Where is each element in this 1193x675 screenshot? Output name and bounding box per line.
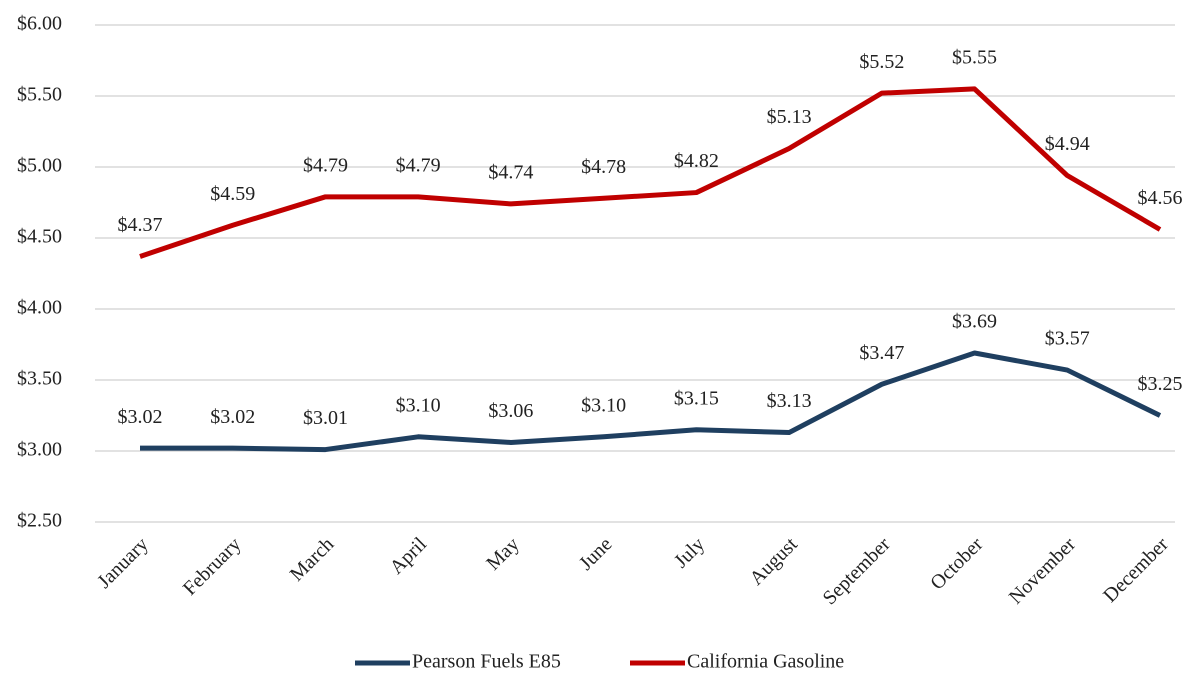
y-tick-label: $6.00 bbox=[17, 13, 62, 35]
data-label: $4.74 bbox=[488, 162, 533, 184]
data-label: $3.69 bbox=[952, 311, 997, 333]
y-tick-label: $3.00 bbox=[17, 439, 62, 461]
data-label: $4.79 bbox=[396, 154, 441, 176]
x-tick-label: April bbox=[386, 533, 432, 579]
x-tick-label: January bbox=[93, 533, 153, 593]
data-label: $5.55 bbox=[952, 46, 997, 68]
x-tick-label: September bbox=[819, 533, 895, 609]
x-tick-label: December bbox=[1099, 533, 1173, 607]
data-label: $3.15 bbox=[674, 387, 719, 409]
data-label: $3.10 bbox=[581, 394, 626, 416]
data-label: $3.13 bbox=[767, 390, 812, 412]
x-tick-label: March bbox=[286, 533, 338, 585]
data-label: $3.47 bbox=[859, 342, 904, 364]
legend-label: California Gasoline bbox=[687, 651, 844, 673]
data-label: $3.02 bbox=[210, 406, 255, 428]
x-tick-label: June bbox=[575, 533, 617, 575]
y-tick-label: $5.00 bbox=[17, 155, 62, 177]
y-tick-label: $3.50 bbox=[17, 368, 62, 390]
data-label: $4.79 bbox=[303, 154, 348, 176]
y-tick-label: $5.50 bbox=[17, 84, 62, 106]
data-label: $4.94 bbox=[1045, 133, 1090, 155]
data-label: $3.25 bbox=[1138, 373, 1183, 395]
data-label: $5.13 bbox=[767, 106, 812, 128]
data-label: $4.59 bbox=[210, 183, 255, 205]
x-tick-label: May bbox=[482, 533, 523, 574]
y-tick-label: $2.50 bbox=[17, 510, 62, 532]
series-line bbox=[139, 86, 1162, 259]
y-tick-label: $4.50 bbox=[17, 226, 62, 248]
x-tick-label: August bbox=[745, 533, 802, 590]
data-label: $4.56 bbox=[1138, 187, 1183, 209]
legend-label: Pearson Fuels E85 bbox=[412, 651, 561, 673]
data-label: $4.78 bbox=[581, 156, 626, 178]
data-label: $3.06 bbox=[488, 400, 533, 422]
data-label: $3.02 bbox=[118, 406, 163, 428]
data-label: $4.82 bbox=[674, 150, 719, 172]
x-tick-label: October bbox=[926, 533, 987, 594]
data-label: $3.57 bbox=[1045, 328, 1090, 350]
x-tick-label: November bbox=[1005, 533, 1080, 608]
data-label: $3.10 bbox=[396, 394, 441, 416]
data-label: $4.37 bbox=[118, 214, 163, 236]
data-label: $3.01 bbox=[303, 407, 348, 429]
x-tick-label: July bbox=[670, 533, 709, 572]
y-tick-label: $4.00 bbox=[17, 297, 62, 319]
data-label: $5.52 bbox=[859, 51, 904, 73]
x-tick-label: February bbox=[179, 533, 246, 600]
series-line bbox=[140, 350, 1162, 453]
